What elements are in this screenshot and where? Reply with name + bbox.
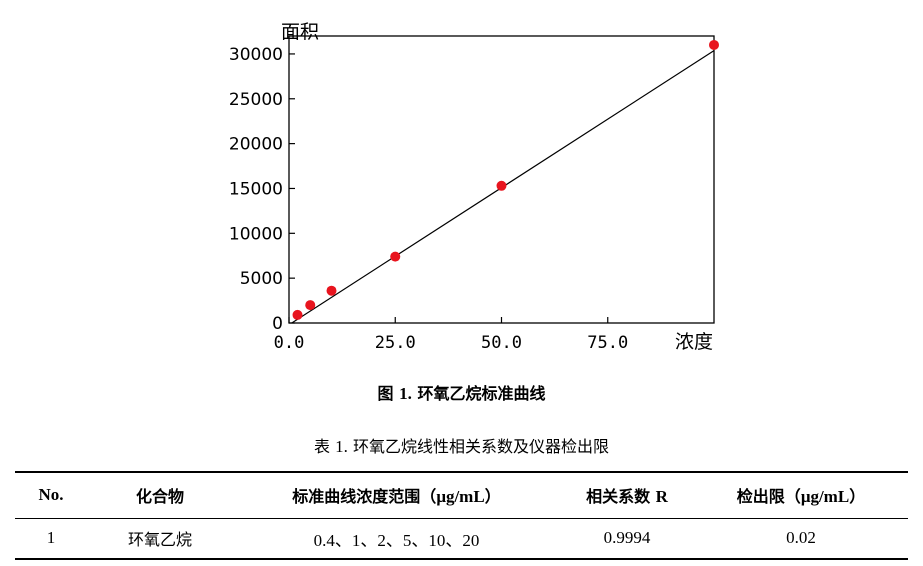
data-point bbox=[496, 180, 507, 191]
table-header-row: No. 化合物 标准曲线浓度范围（μg/mL） 相关系数 R 检出限（μg/mL… bbox=[15, 471, 908, 519]
cell-lod: 0.02 bbox=[694, 518, 908, 560]
header-range-close: ） bbox=[484, 487, 501, 507]
header-corr-sym: R bbox=[655, 487, 668, 507]
header-lod-unit: μg/mL bbox=[800, 487, 850, 507]
data-points bbox=[292, 39, 719, 320]
header-lod-text: 检出限（ bbox=[736, 487, 801, 507]
header-corr: 相关系数 R bbox=[560, 471, 694, 519]
data-point bbox=[709, 39, 719, 50]
x-tick-label: 25.0 bbox=[375, 333, 416, 353]
data-point bbox=[305, 300, 316, 311]
cell-corr: 0.9994 bbox=[560, 518, 694, 560]
figure-caption: 图 1. 环氧乙烷标准曲线 bbox=[0, 380, 923, 404]
y-tick-label: 15000 bbox=[229, 179, 283, 199]
calibration-chart: 0 5000 10000 15000 20000 25000 30000 0.0 25.0 50… bbox=[229, 21, 719, 353]
cell-range: 0.4、1、2、5、10、20 bbox=[233, 518, 560, 560]
cell-compound: 环氧乙烷 bbox=[87, 518, 233, 560]
header-range: 标准曲线浓度范围（μg/mL） bbox=[233, 471, 560, 519]
x-axis-ticks: 0.0 25.0 50.0 75.0 bbox=[274, 317, 628, 353]
figure-caption-number: 1. bbox=[399, 384, 412, 403]
table-caption-number: 1. bbox=[335, 437, 348, 456]
data-point bbox=[390, 251, 401, 262]
header-range-unit: μg/mL bbox=[436, 487, 485, 507]
table-caption-text: 环氧乙烷线性相关系数及仪器检出限 bbox=[352, 437, 609, 456]
x-tick-label: 50.0 bbox=[481, 333, 522, 353]
data-point bbox=[292, 309, 303, 320]
header-compound: 化合物 bbox=[87, 471, 233, 519]
y-tick-label: 10000 bbox=[229, 224, 283, 244]
figure-caption-text: 环氧乙烷标准曲线 bbox=[417, 384, 546, 403]
results-table: No. 化合物 标准曲线浓度范围（μg/mL） 相关系数 R 检出限（μg/mL… bbox=[15, 471, 908, 560]
header-lod: 检出限（μg/mL） bbox=[694, 471, 908, 519]
cell-no: 1 bbox=[15, 518, 87, 560]
table-row: 1 环氧乙烷 0.4、1、2、5、10、20 0.9994 0.02 bbox=[15, 518, 908, 560]
y-tick-label: 30000 bbox=[229, 45, 283, 65]
y-tick-label: 0 bbox=[272, 314, 283, 334]
y-axis-label: 面积 bbox=[281, 21, 319, 43]
plot-frame bbox=[288, 35, 715, 324]
x-tick-label: 0.0 bbox=[274, 333, 305, 353]
header-range-text: 标准曲线浓度范围（ bbox=[292, 487, 437, 507]
table-caption: 表 1. 环氧乙烷线性相关系数及仪器检出限 bbox=[0, 433, 923, 457]
header-no: No. bbox=[15, 471, 87, 519]
table-caption-label: 表 bbox=[314, 437, 331, 456]
y-tick-label: 20000 bbox=[229, 135, 283, 155]
data-point bbox=[326, 285, 337, 296]
header-corr-text: 相关系数 bbox=[586, 487, 651, 507]
x-tick-label: 75.0 bbox=[587, 333, 628, 353]
x-axis-label: 浓度 bbox=[675, 331, 713, 353]
figure-caption-label: 图 bbox=[377, 384, 394, 403]
y-tick-label: 25000 bbox=[229, 90, 283, 110]
header-lod-close: ） bbox=[849, 487, 866, 507]
y-tick-label: 5000 bbox=[240, 269, 283, 289]
y-axis-ticks: 0 5000 10000 15000 20000 25000 30000 bbox=[229, 45, 295, 334]
